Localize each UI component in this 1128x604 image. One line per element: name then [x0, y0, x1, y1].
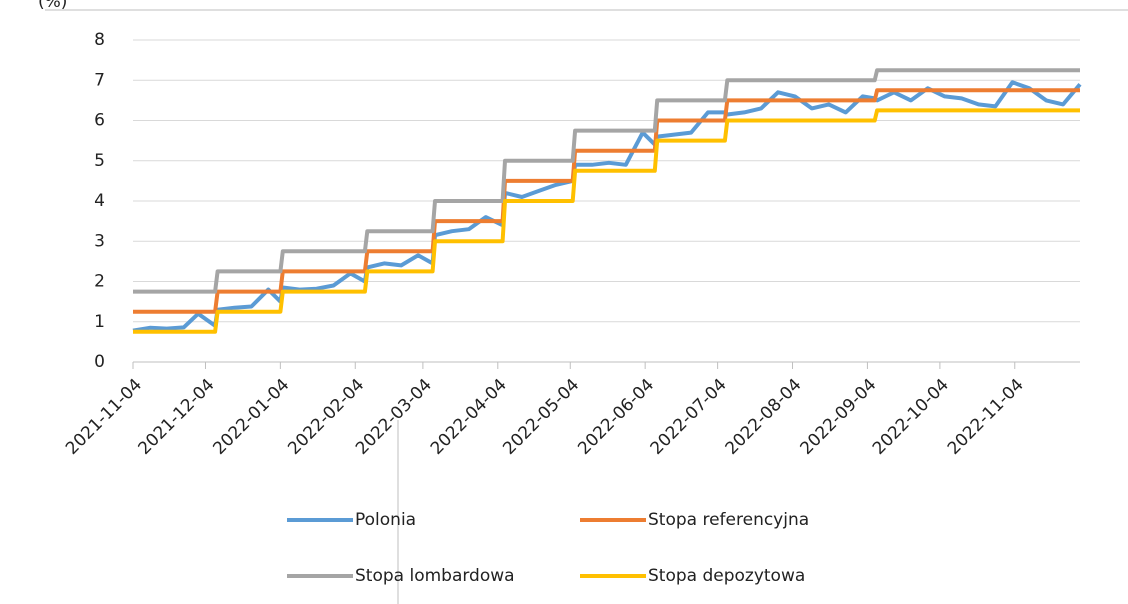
x-tick-label: 2022-04-04 — [427, 375, 511, 459]
y-tick-label: 7 — [94, 70, 105, 90]
x-tick-label: 2022-08-04 — [722, 375, 806, 459]
legend-label: Stopa lombardowa — [355, 566, 515, 586]
y-tick-label: 8 — [94, 30, 105, 50]
line-series — [133, 68, 1080, 294]
y-tick-label: 2 — [94, 272, 105, 292]
y-tick-label: 1 — [94, 312, 105, 332]
legend-label: Stopa referencyjna — [648, 510, 809, 530]
x-tick-label: 2022-05-04 — [499, 375, 583, 459]
y-axis-label: (%) — [38, 0, 67, 12]
y-tick-label: 6 — [94, 111, 105, 131]
legend-label: Polonia — [355, 510, 416, 530]
x-tick-label: 2022-01-04 — [209, 375, 293, 459]
legend-label: Stopa depozytowa — [648, 566, 805, 586]
y-tick-label: 4 — [94, 191, 105, 211]
x-tick-label: 2022-09-04 — [796, 375, 880, 459]
x-tick-label: 2022-07-04 — [647, 375, 731, 459]
y-tick-label: 3 — [94, 231, 105, 251]
x-tick-label: 2022-11-04 — [944, 375, 1028, 459]
y-tick-label: 5 — [94, 151, 105, 171]
x-tick-label: 2021-11-04 — [62, 375, 146, 459]
line-series — [133, 88, 1080, 314]
y-tick-label: 0 — [94, 352, 105, 372]
x-tick-label: 2021-12-04 — [135, 375, 219, 459]
x-tick-label: 2022-10-04 — [869, 375, 953, 459]
line-series — [133, 108, 1080, 334]
x-tick-label: 2022-06-04 — [574, 375, 658, 459]
